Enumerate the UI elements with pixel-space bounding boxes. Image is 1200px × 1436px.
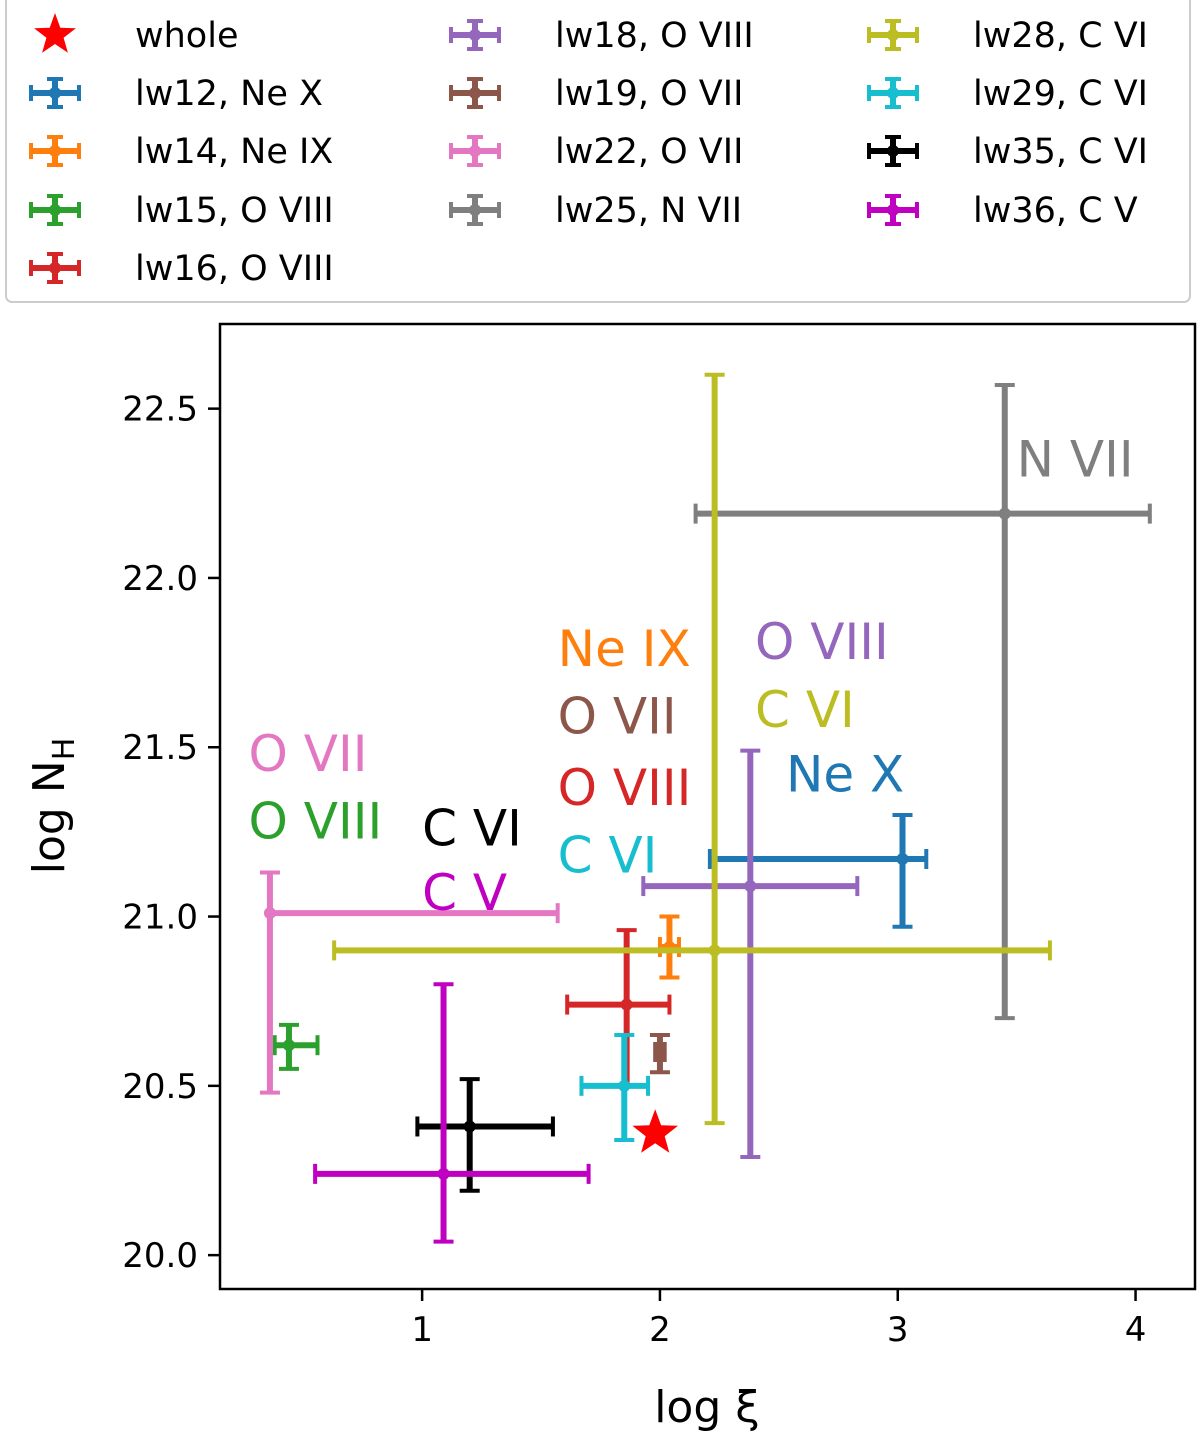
- legend: whole lw12, Ne X lw14, Ne IX lw15, O VIII lw…: [5, 0, 1191, 303]
- errorbar-lw29: [579, 1033, 651, 1143]
- legend-label: lw16, O VIII: [135, 249, 334, 289]
- x-tick-label: 4: [1125, 1310, 1147, 1350]
- point-lw35: [463, 1120, 476, 1133]
- point-lw12: [896, 852, 909, 865]
- point-lw36: [437, 1167, 450, 1180]
- legend-point: [469, 204, 481, 216]
- y-tick-label: 22.5: [122, 390, 198, 430]
- legend-point: [469, 145, 481, 157]
- legend-frame: [5, 0, 1191, 303]
- legend-label: lw22, O VII: [555, 132, 743, 172]
- legend-label: lw35, C VI: [973, 132, 1148, 172]
- legend-entry: lw14, Ne IX: [29, 132, 333, 172]
- legend-point: [469, 29, 481, 41]
- point-lw19: [653, 1045, 666, 1058]
- legend-label: lw14, Ne IX: [135, 132, 333, 172]
- legend-point: [887, 87, 899, 99]
- legend-point: [887, 204, 899, 216]
- plot-frame: [218, 322, 1197, 1291]
- legend-entry: lw18, O VIII: [449, 16, 754, 56]
- legend-entry: lw15, O VIII: [29, 191, 334, 231]
- legend-point: [49, 145, 61, 157]
- error-bars: [259, 372, 1152, 1244]
- point-lw28: [708, 944, 721, 957]
- y-tick-label: 20.5: [122, 1067, 198, 1107]
- y-tick-label: 21.5: [122, 728, 198, 768]
- y-tick-label: 21.0: [122, 898, 198, 938]
- point-lw15: [282, 1039, 295, 1052]
- annotation-label: Ne IX: [558, 620, 691, 678]
- legend-point: [469, 87, 481, 99]
- errorbar-lw19: [649, 1033, 670, 1075]
- legend-label: lw15, O VIII: [135, 191, 334, 231]
- x-tick-label: 2: [649, 1310, 671, 1350]
- legend-point: [49, 87, 61, 99]
- y-axis-label: log NH: [24, 738, 82, 875]
- plot: 1 2 3 4 20.0 20.5 21.0 21.5 22.0 22.5 N VII O VIII…: [122, 322, 1197, 1350]
- legend-entry: lw28, C VI: [867, 16, 1148, 56]
- errorbar-lw25: [693, 382, 1152, 1021]
- legend-entry: lw16, O VIII: [29, 249, 334, 289]
- annotation-label: O VII: [249, 725, 368, 783]
- annotation-label: C V: [422, 864, 507, 922]
- annotation-label: O VIII: [755, 613, 889, 671]
- annotation-label: N VII: [1017, 430, 1134, 488]
- annotation-label: C VI: [422, 799, 522, 857]
- point-lw29: [618, 1079, 631, 1092]
- legend-entry: whole: [34, 13, 238, 56]
- legend-label: lw25, N VII: [555, 191, 742, 231]
- legend-entry: lw19, O VII: [449, 74, 743, 114]
- point-lw16: [620, 998, 633, 1011]
- annotation-label: C VI: [755, 681, 855, 739]
- annotation-label: O VIII: [558, 759, 692, 817]
- annotation-label: O VII: [558, 688, 677, 746]
- legend-star-marker: [34, 13, 76, 53]
- x-tick-label: 3: [887, 1310, 909, 1350]
- point-lw25: [998, 507, 1011, 520]
- y-tick-label: 20.0: [122, 1236, 198, 1276]
- point-lw22: [263, 907, 276, 920]
- x-tick-label: 1: [411, 1310, 433, 1350]
- annotations: N VII O VIII C VI Ne IX O VII O VIII C VI Ne X O…: [249, 430, 1134, 921]
- annotation-label: O VIII: [249, 793, 383, 851]
- legend-label: lw19, O VII: [555, 74, 743, 114]
- errorbar-lw15: [272, 1022, 320, 1071]
- errorbar-lw22: [259, 870, 560, 1095]
- axis-ticks: 1 2 3 4 20.0 20.5 21.0 21.5 22.0 22.5: [122, 390, 1146, 1350]
- legend-label: lw12, Ne X: [135, 74, 323, 114]
- legend-entry: lw29, C VI: [867, 74, 1148, 114]
- errorbar-lw28: [332, 372, 1052, 1126]
- whole-marker-group: [632, 1109, 678, 1153]
- legend-entry: lw36, C V: [867, 191, 1138, 231]
- legend-point: [49, 204, 61, 216]
- x-axis-label: log ξ: [654, 1382, 760, 1433]
- legend-label: lw36, C V: [973, 191, 1138, 231]
- legend-entry: lw22, O VII: [449, 132, 743, 172]
- errorbar-lw14: [657, 914, 681, 980]
- errorbar-lw18: [641, 748, 860, 1159]
- legend-label: lw18, O VIII: [555, 16, 754, 56]
- legend-label: whole: [135, 16, 238, 56]
- annotation-label: C VI: [558, 827, 658, 885]
- errorbar-lw12: [707, 812, 929, 929]
- legend-entry: lw12, Ne X: [29, 74, 323, 114]
- legend-point: [887, 145, 899, 157]
- whole-star-marker: [632, 1109, 678, 1153]
- legend-label: lw28, C VI: [973, 16, 1148, 56]
- annotation-label: Ne X: [786, 745, 904, 803]
- legend-entry: lw25, N VII: [449, 191, 742, 231]
- y-axis-label-main: log N: [24, 760, 75, 874]
- y-tick-label: 22.0: [122, 559, 198, 599]
- legend-items: whole lw12, Ne X lw14, Ne IX lw15, O VIII lw…: [29, 13, 1148, 289]
- legend-entry: lw35, C VI: [867, 132, 1148, 172]
- errorbar-lw36: [313, 982, 591, 1244]
- y-axis-label-sub: H: [47, 738, 82, 761]
- legend-point: [887, 29, 899, 41]
- point-lw18: [744, 880, 757, 893]
- legend-point: [49, 262, 61, 274]
- legend-label: lw29, C VI: [973, 74, 1148, 114]
